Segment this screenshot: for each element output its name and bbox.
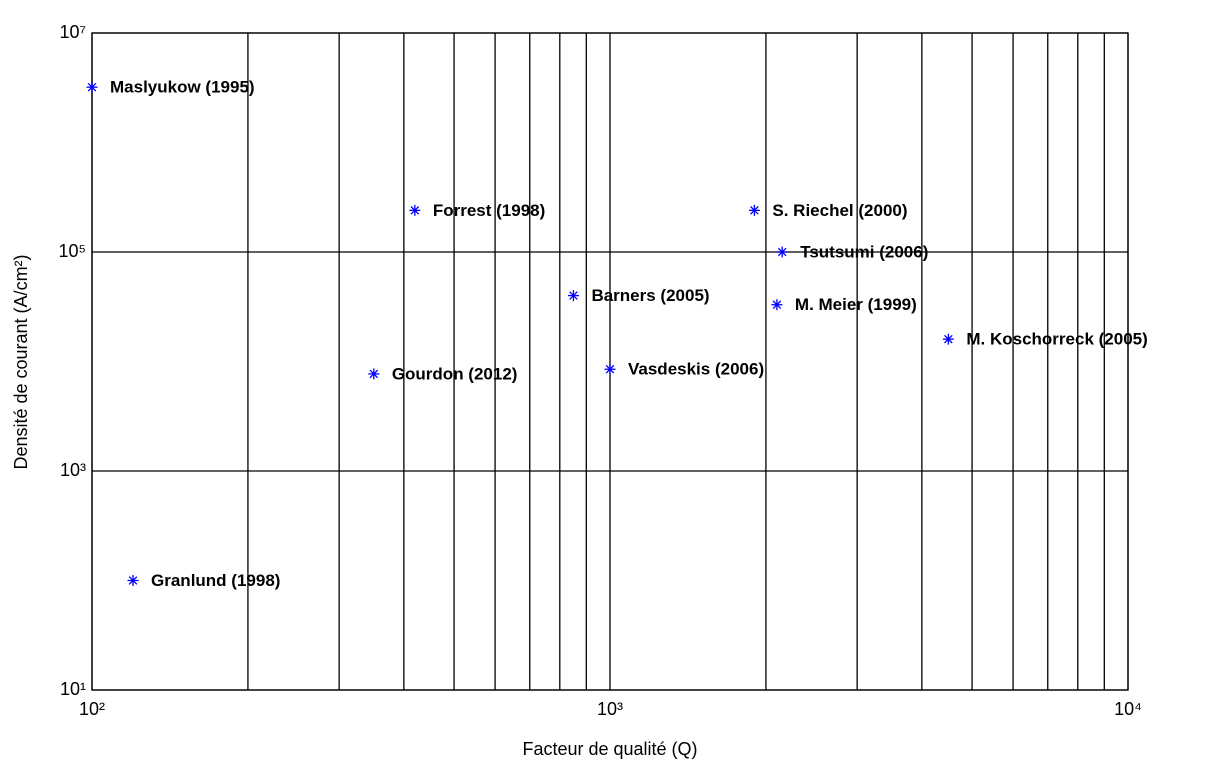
marker-stroke: [944, 334, 953, 344]
point-label: Vasdeskis (2006): [628, 360, 764, 379]
point-label: S. Riechel (2000): [772, 201, 907, 220]
point-label: Tsutsumi (2006): [800, 242, 928, 261]
marker-stroke: [410, 206, 420, 215]
marker: [942, 333, 954, 345]
x-axis-label: Facteur de qualité (Q): [522, 739, 697, 759]
marker-stroke: [128, 576, 138, 585]
marker: [776, 246, 788, 258]
marker-stroke: [369, 369, 379, 379]
plot-frame: [91, 32, 1129, 691]
y-tick-label: 10⁵: [59, 241, 86, 261]
marker: [604, 363, 616, 375]
point-label: Gourdon (2012): [392, 364, 518, 383]
marker-stroke: [772, 300, 782, 310]
marker: [409, 204, 421, 216]
y-tick-label: 10⁷: [59, 22, 86, 42]
point-label: Barners (2005): [591, 286, 709, 305]
marker: [567, 290, 579, 302]
point-label: M. Koschorreck (2005): [966, 330, 1147, 349]
y-axis-label: Densité de courant (A/cm²): [11, 254, 31, 469]
x-tick-label: 10⁴: [1114, 699, 1142, 719]
marker-stroke: [777, 247, 787, 257]
point-label: Forrest (1998): [433, 201, 545, 220]
point-label: M. Meier (1999): [795, 295, 917, 314]
marker: [127, 575, 139, 586]
marker: [748, 204, 760, 216]
x-tick-label: 10²: [79, 699, 105, 719]
x-tick-label: 10³: [597, 699, 623, 719]
point-label: Granlund (1998): [151, 571, 280, 590]
marker-stroke: [569, 291, 578, 300]
point-label: Maslyukow (1995): [110, 78, 255, 97]
marker-stroke: [605, 364, 615, 374]
y-tick-label: 10³: [60, 460, 86, 480]
marker-stroke: [750, 206, 759, 215]
marker: [86, 81, 98, 93]
y-tick-label: 10¹: [60, 679, 86, 699]
marker-stroke: [87, 82, 97, 92]
marker: [771, 299, 783, 311]
marker: [368, 368, 380, 380]
